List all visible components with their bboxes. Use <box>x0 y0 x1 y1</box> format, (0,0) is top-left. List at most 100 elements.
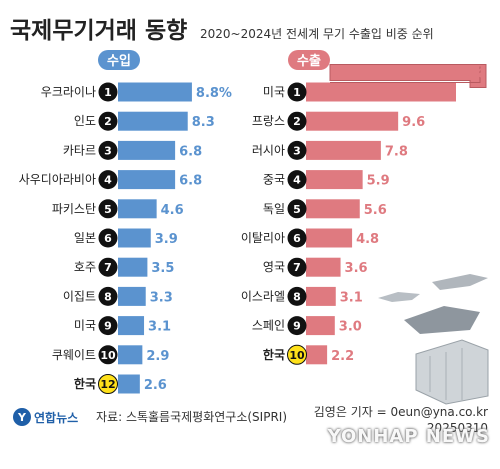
export-bar <box>306 82 456 102</box>
import-bar <box>118 316 145 336</box>
import-value-label: 3.9 <box>155 232 178 247</box>
import-bar <box>118 345 143 365</box>
export-value-label: 9.6 <box>402 115 425 130</box>
export-bar <box>306 286 336 306</box>
export-country-label: 이스라엘 <box>241 289 285 303</box>
import-header-label: 수입 <box>107 54 131 69</box>
import-rank-label: 4 <box>104 174 112 187</box>
export-bar <box>306 170 363 190</box>
import-country-label: 사우디아라비아 <box>19 173 96 187</box>
export-country-label: 미국 <box>263 85 285 99</box>
export-rank-badge <box>287 286 307 306</box>
import-bar <box>118 140 176 160</box>
export-panel: 수출 43.0% 미국 1 9.6 프랑스 2 7.8 러시아 3 5.9 중국 4 5.6 독일 5 4.8 이… <box>241 50 487 365</box>
import-value-label: 3.3 <box>150 290 173 305</box>
export-rank-badge <box>287 111 307 131</box>
export-rank-label: 3 <box>293 144 301 157</box>
import-country-label: 파키스탄 <box>52 202 96 216</box>
export-bar <box>306 199 360 219</box>
export-value-label: 5.6 <box>364 203 387 218</box>
import-country-label: 한국 <box>74 376 96 391</box>
export-country-label: 독일 <box>263 202 285 216</box>
import-bar <box>118 286 146 306</box>
import-bar <box>118 374 140 394</box>
export-rank-label: 6 <box>293 232 301 245</box>
export-rank-badge <box>287 257 307 277</box>
export-value-label: 3.6 <box>345 261 368 276</box>
export-rank-label: 9 <box>293 320 301 333</box>
export-rank-label: 1 <box>293 86 301 99</box>
import-country-label: 카타르 <box>63 143 96 157</box>
import-country-label: 미국 <box>74 319 96 333</box>
import-rank-badge <box>98 316 118 336</box>
export-rank-badge <box>287 82 307 102</box>
export-rank-label: 5 <box>293 203 301 216</box>
export-country-label: 한국 <box>263 347 285 362</box>
svg-text:연합뉴스: 연합뉴스 <box>34 410 78 425</box>
import-panel: 수입 8.8% 우크라이나 1 8.3 인도 2 6.8 카타르 3 6.8 사우디아라비아 4 4.6 파… <box>19 50 232 394</box>
import-rank-label: 1 <box>104 86 112 99</box>
import-country-label: 일본 <box>74 231 96 245</box>
export-bar <box>306 140 381 160</box>
date: 20250310 <box>426 421 488 435</box>
import-bar <box>118 257 148 277</box>
import-value-label: 2.6 <box>144 378 167 393</box>
export-bar-break-line <box>330 66 481 83</box>
import-rank-label: 10 <box>100 349 116 362</box>
import-country-label: 인도 <box>74 114 96 128</box>
import-header-pill <box>98 50 140 70</box>
export-bar <box>306 257 341 277</box>
import-value-label: 6.8 <box>179 174 202 189</box>
weapons-illustration <box>378 274 489 405</box>
export-value-label: 5.9 <box>367 174 390 189</box>
import-value-label: 3.1 <box>148 320 171 335</box>
export-rank-badge <box>287 199 307 219</box>
watermark: YONHAP NEWS <box>327 426 490 447</box>
import-bar <box>118 82 192 102</box>
import-bar <box>118 199 157 219</box>
export-rank-badge <box>287 228 307 248</box>
import-value-label: 2.9 <box>146 349 169 364</box>
export-bar-extension <box>329 64 487 88</box>
import-value-label: 4.6 <box>161 203 184 218</box>
export-header-pill <box>288 50 330 70</box>
export-rank-badge <box>287 316 307 336</box>
byline: 김영은 기자 = 0eun@yna.co.kr 20250310 <box>314 404 488 436</box>
import-rank-badge <box>98 170 118 190</box>
import-rank-label: 6 <box>104 232 112 245</box>
import-bar <box>118 170 176 190</box>
import-rank-badge <box>98 257 118 277</box>
export-rank-badge <box>287 170 307 190</box>
export-bar <box>306 111 399 131</box>
import-value-label: 6.8 <box>179 144 202 159</box>
export-rank-label: 4 <box>293 174 301 187</box>
import-rank-badge <box>98 82 118 102</box>
import-rank-badge <box>98 345 118 365</box>
import-rank-badge <box>98 199 118 219</box>
page-subtitle: 2020~2024년 전세계 무기 수출입 비중 순위 <box>200 27 434 41</box>
export-header-label: 수출 <box>297 53 321 69</box>
import-country-label: 쿠웨이트 <box>52 348 96 362</box>
import-rank-label: 7 <box>104 261 112 274</box>
author: 김영은 기자 = 0eun@yna.co.kr <box>313 405 488 419</box>
export-country-label: 러시아 <box>252 143 285 157</box>
import-rank-label: 5 <box>104 203 112 216</box>
svg-text:Y: Y <box>17 411 27 424</box>
export-rank-badge <box>287 344 307 365</box>
export-bar <box>306 316 335 336</box>
export-value-label: 7.8 <box>385 144 408 159</box>
import-rank-label: 9 <box>104 320 112 333</box>
export-country-label: 프랑스 <box>252 114 285 128</box>
import-bar <box>118 228 151 248</box>
import-rank-badge <box>98 374 118 394</box>
import-rank-badge <box>98 140 118 160</box>
import-value-label: 8.8% <box>196 86 232 101</box>
export-value-label: 4.8 <box>356 232 379 247</box>
export-rank-label: 8 <box>293 290 301 303</box>
export-country-label: 스페인 <box>252 319 285 333</box>
yonhap-logo: Y 연합뉴스 <box>13 408 78 426</box>
export-country-label: 중국 <box>263 173 285 187</box>
export-country-label: 영국 <box>263 260 285 274</box>
import-country-label: 우크라이나 <box>41 85 96 99</box>
export-value-label: 3.0 <box>339 320 362 335</box>
